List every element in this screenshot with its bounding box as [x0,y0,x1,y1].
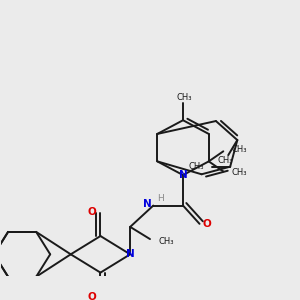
Text: N: N [178,170,188,180]
Text: CH₃: CH₃ [232,145,247,154]
Text: CH₃: CH₃ [217,156,233,165]
Text: N: N [143,199,152,209]
Text: CH₃: CH₃ [177,94,192,103]
Text: N: N [126,249,135,259]
Text: O: O [88,207,97,217]
Text: H: H [157,194,164,203]
Text: O: O [88,292,97,300]
Text: CH₃: CH₃ [232,169,247,178]
Text: CH₃: CH₃ [158,237,174,246]
Text: O: O [202,219,211,229]
Text: CH₃: CH₃ [188,162,204,171]
